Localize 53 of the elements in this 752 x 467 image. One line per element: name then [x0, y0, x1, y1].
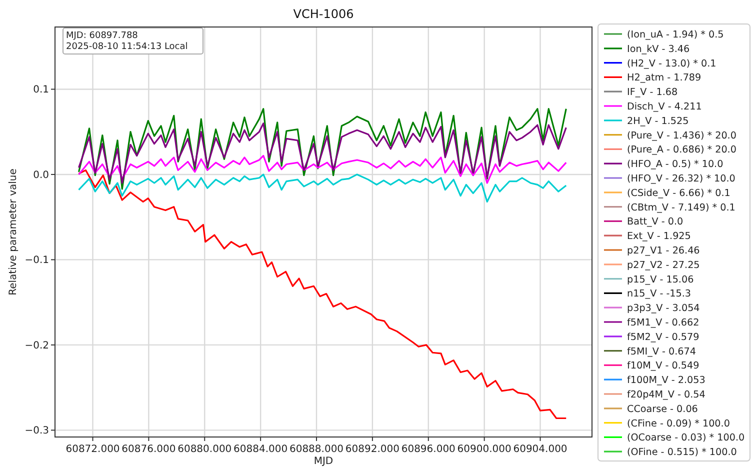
x-tick-label: 60900.000 [457, 444, 512, 455]
x-tick-label: 60892.000 [345, 444, 400, 455]
line-series [78, 154, 567, 184]
legend-label: (Ion_uA - 1.94) * 0.5 [627, 30, 724, 40]
legend-label: (CBtm_V - 7.149) * 0.1 [627, 202, 736, 214]
legend-label: H2_atm - 1.789 [627, 72, 702, 84]
legend-label: IF_V - 1.68 [627, 87, 678, 98]
legend-label: (OFine - 0.515) * 100.0 [627, 447, 737, 458]
x-tick-label: 60876.000 [122, 444, 176, 455]
x-tick-label: 60880.000 [178, 444, 232, 455]
legend-label: p15_V - 15.06 [627, 274, 694, 286]
x-tick-label: 60904.000 [513, 444, 568, 455]
y-axis-title: Relative parameter value [8, 168, 19, 296]
legend-label: p27_V2 - 27.25 [627, 260, 700, 271]
legend-label: n15_V - -15.3 [627, 288, 692, 300]
legend-label: (H2_V - 13.0) * 0.1 [627, 58, 716, 70]
legend-label: (Pure_V - 1.436) * 20.0 [627, 130, 736, 142]
line-series [78, 169, 567, 420]
y-tick-label: 0.1 [33, 84, 49, 96]
x-tick-label: 60896.000 [401, 444, 456, 455]
legend-label: CCoarse - 0.06 [627, 404, 698, 415]
chart-title: VCH-1006 [293, 7, 354, 21]
x-tick-label: 60872.000 [66, 444, 120, 455]
legend-label: (CFine - 0.09) * 100.0 [627, 418, 730, 430]
annotation: MJD: 60897.788 2025-08-10 11:54:13 Local [66, 31, 188, 52]
legend-label: (HFO_V - 26.32) * 10.0 [627, 174, 736, 184]
legend-label: Disch_V - 4.211 [627, 102, 702, 112]
legend-label: (Pure_A - 0.686) * 20.0 [627, 144, 736, 156]
y-tick-label: 0.0 [33, 170, 49, 181]
legend-label: p3p3_V - 3.054 [627, 303, 700, 314]
legend-label: 2H_V - 1.525 [627, 116, 689, 127]
x-tick-label: 60884.000 [234, 444, 288, 455]
legend-label: Ext_V - 1.925 [627, 231, 691, 242]
legend-label: f20p4M_V - 0.54 [627, 390, 706, 400]
x-tick-label: 60888.000 [289, 444, 344, 455]
legend-label: f5MI_V - 0.674 [627, 346, 696, 358]
y-tick-label: −0.1 [24, 255, 49, 266]
legend-label: f100M_V - 2.053 [627, 375, 706, 386]
legend-label: f5M2_V - 0.579 [627, 332, 700, 343]
legend-label: Batt_V - 0.0 [627, 216, 684, 228]
y-tick-label: −0.3 [24, 426, 49, 437]
legend-label: (OCoarse - 0.03) * 100.0 [627, 432, 745, 444]
line-series [78, 108, 567, 190]
y-tick-label: −0.2 [24, 340, 49, 352]
legend-label: Ion_kV - 3.46 [627, 44, 690, 55]
x-axis-title: MJD [314, 456, 334, 467]
legend-label: f10M_V - 0.549 [627, 360, 700, 372]
legend-label: (HFO_A - 0.5) * 10.0 [627, 159, 724, 170]
legend-label: (CSide_V - 6.66) * 0.1 [627, 188, 730, 199]
legend-label: p27_V1 - 26.46 [627, 246, 700, 256]
legend-label: f5M1_V - 0.662 [627, 318, 700, 328]
line-series [78, 122, 567, 184]
line-series [78, 174, 567, 203]
